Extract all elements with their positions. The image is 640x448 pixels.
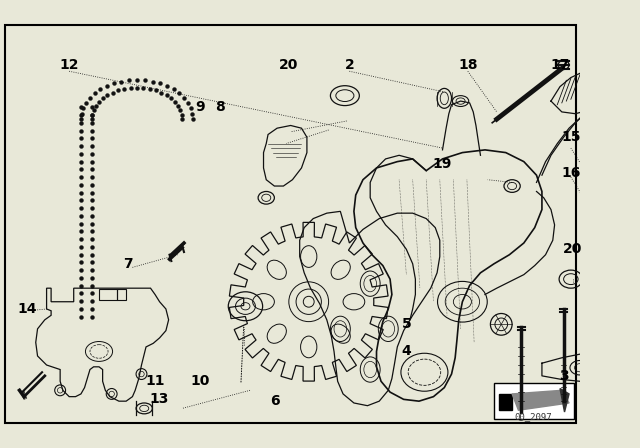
- Text: 5: 5: [401, 317, 412, 332]
- Text: 6: 6: [271, 394, 280, 408]
- Text: 10: 10: [191, 374, 210, 388]
- Text: 7: 7: [123, 257, 132, 271]
- Text: 9: 9: [195, 100, 205, 114]
- Text: 19: 19: [433, 157, 452, 171]
- Text: 16: 16: [561, 166, 580, 181]
- Text: 13: 13: [150, 392, 169, 406]
- Bar: [117, 289, 126, 300]
- Polygon shape: [512, 390, 569, 410]
- Text: 14: 14: [17, 302, 36, 316]
- Text: 11: 11: [145, 374, 165, 388]
- Text: 17: 17: [550, 58, 570, 72]
- Text: 4: 4: [401, 345, 412, 358]
- Text: 18: 18: [458, 58, 477, 72]
- Text: 00_2097: 00_2097: [514, 412, 552, 421]
- Text: 12: 12: [60, 58, 79, 72]
- Text: 15: 15: [561, 130, 580, 144]
- Polygon shape: [560, 388, 569, 412]
- Text: 3: 3: [559, 369, 568, 383]
- Bar: [494, 383, 573, 419]
- Text: 20: 20: [563, 242, 582, 256]
- Polygon shape: [499, 394, 512, 410]
- Text: 20: 20: [279, 58, 298, 72]
- Bar: [99, 289, 117, 300]
- Text: 2: 2: [344, 58, 355, 72]
- Text: 8: 8: [215, 100, 225, 114]
